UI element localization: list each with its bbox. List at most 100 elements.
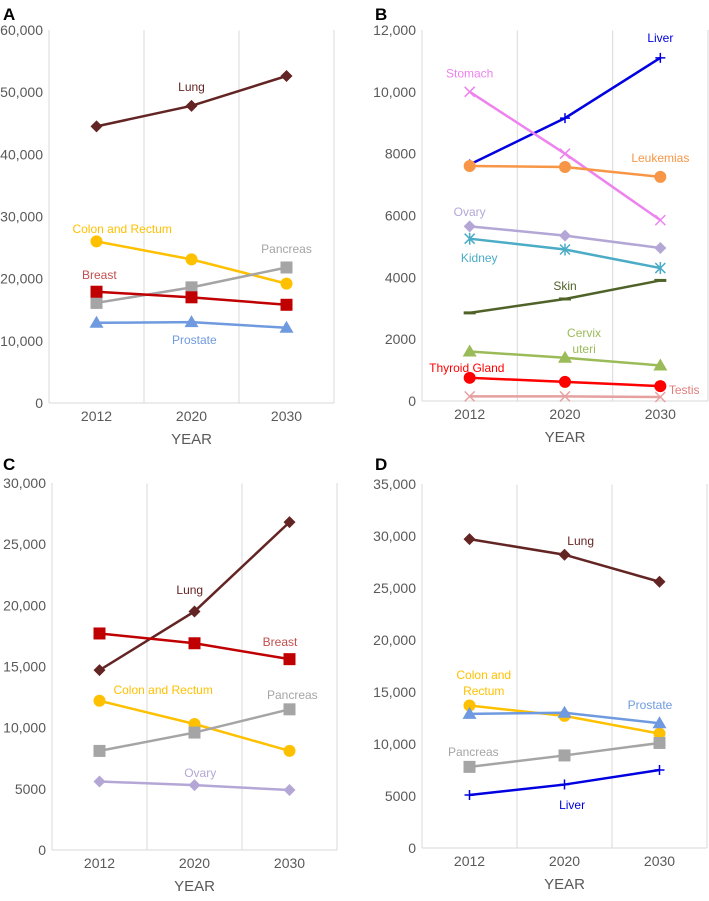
- y-tick-label: 50,000: [0, 84, 43, 100]
- series-breast-marker: [185, 291, 198, 304]
- series-breast-label: Breast: [263, 635, 298, 649]
- series-thyroid-gland-marker: [463, 371, 476, 384]
- series-kidney-label: Kidney: [461, 251, 498, 265]
- y-tick-label: 10,000: [0, 333, 43, 349]
- x-tick-label: 2012: [454, 853, 485, 869]
- series-prostate: Prostate: [462, 698, 673, 729]
- y-tick-label: 40,000: [0, 146, 43, 162]
- series-lung-marker: [185, 99, 198, 112]
- x-tick-label: 2020: [176, 408, 207, 424]
- y-tick-label: 20,000: [0, 271, 43, 287]
- series-colon-and-rectum: Colon and Rectum: [72, 222, 293, 290]
- series-lung-marker: [93, 664, 106, 677]
- y-tick-label: 5000: [15, 781, 46, 797]
- y-tick-label: 4000: [385, 269, 416, 285]
- y-tick-label: 6000: [385, 208, 416, 224]
- series-pancreas-label: Pancreas: [261, 242, 312, 256]
- series-breast-marker: [188, 637, 201, 650]
- series-cervix-uteri-marker: [462, 344, 477, 357]
- series-breast-marker: [93, 627, 106, 640]
- series-ovary-marker: [188, 779, 201, 792]
- x-axis-title: YEAR: [544, 876, 585, 893]
- panel-a: A 0 10,000 20,000 30,000 40,000 50,000 60,000 20…: [0, 5, 335, 448]
- y-tick-label: 30,000: [0, 209, 43, 225]
- y-tick-label: 0: [38, 842, 46, 858]
- series-liver-label: Liver: [559, 798, 585, 812]
- panel-d: D 0 5000 10,000 15,000 20,000 25,000 30,000 35,0…: [373, 455, 708, 893]
- series-lung-marker: [653, 575, 666, 588]
- series-breast: Breast: [93, 627, 298, 666]
- series-thyroid-gland: Thyroid Gland: [429, 361, 667, 393]
- y-tick-label: 30,000: [373, 528, 416, 544]
- series-lung-marker: [463, 533, 476, 546]
- y-tick-label: 5000: [385, 788, 416, 804]
- x-tick-label: 2020: [549, 853, 580, 869]
- series-lung-label: Lung: [567, 534, 594, 548]
- series-testis-label: Testis: [669, 383, 700, 397]
- y-tick-label: 25,000: [373, 580, 416, 596]
- series-lung-marker: [558, 548, 571, 561]
- series-pancreas: Pancreas: [448, 736, 666, 773]
- series-kidney-marker: [559, 243, 571, 256]
- y-tick-label: 20,000: [373, 632, 416, 648]
- series-liver: Liver: [464, 765, 665, 812]
- series-breast-label: Breast: [82, 268, 117, 282]
- series-pancreas-label: Pancreas: [448, 745, 499, 759]
- x-tick-label: 2020: [549, 406, 580, 422]
- series-breast-marker: [280, 298, 293, 311]
- series-prostate-marker: [89, 315, 104, 328]
- series-cervix-uteri-label: Cervix: [567, 326, 601, 340]
- series-prostate-label: Prostate: [172, 333, 217, 347]
- series-kidney-marker: [654, 262, 666, 275]
- x-tick-label: 2030: [274, 855, 305, 871]
- series-pancreas-marker: [653, 736, 666, 749]
- series-pancreas-marker: [90, 296, 103, 309]
- x-tick-label: 2030: [271, 408, 302, 424]
- series-colon-and-rectum-label: Colon and Rectum: [113, 683, 212, 697]
- series-colon-and-rectum-marker: [283, 744, 296, 757]
- series-colon-and-rectum-marker: [185, 253, 198, 266]
- series-colon-and-rectum-marker: [463, 699, 476, 712]
- series-liver-marker: [655, 52, 666, 63]
- panel-letter: D: [375, 455, 387, 474]
- series-liver-marker: [654, 765, 665, 775]
- series-breast: Breast: [82, 268, 293, 311]
- y-tick-label: 10,000: [373, 736, 416, 752]
- panel-b: B 0 2000 4000 6000 8000 10,000 12,000 2012 2020 20…: [373, 5, 709, 446]
- series-testis-marker: [654, 391, 666, 403]
- series-lung-marker: [280, 70, 293, 83]
- series-colon-and-rectum-marker: [653, 727, 666, 740]
- series-skin-label: Skin: [553, 279, 576, 293]
- y-tick-label: 25,000: [3, 536, 46, 552]
- x-tick-label: 2020: [179, 855, 210, 871]
- series-testis-marker: [464, 390, 476, 402]
- series-ovary-marker: [93, 775, 106, 788]
- series-liver-label: Liver: [647, 31, 673, 45]
- series-colon-and-rectum-label: Colon and: [456, 668, 511, 682]
- series-liver-marker: [559, 779, 570, 790]
- series-cervix-uteri: Cervix uteri: [462, 326, 668, 371]
- series-pancreas-marker: [93, 744, 106, 757]
- series-stomach-marker: [559, 148, 571, 160]
- series-prostate-marker: [462, 706, 477, 719]
- series-lung: Lung: [463, 533, 666, 588]
- y-tick-label: 0: [408, 393, 416, 409]
- y-tick-label: 12,000: [373, 22, 416, 38]
- series-ovary-label: Ovary: [454, 205, 486, 219]
- series-colon-and-rectum-label: Rectum: [463, 684, 504, 698]
- series-pancreas-marker: [558, 749, 571, 762]
- series-pancreas-marker: [185, 281, 198, 294]
- series-testis-marker: [559, 390, 571, 402]
- series-prostate-marker: [279, 320, 294, 333]
- x-tick-label: 2012: [81, 408, 112, 424]
- series-leukemias: Leukemias: [463, 151, 689, 183]
- series-pancreas-marker: [463, 760, 476, 773]
- series-kidney-marker: [464, 232, 476, 245]
- series-colon-and-rectum: Colon and Rectum: [456, 668, 666, 740]
- y-tick-label: 30,000: [3, 475, 46, 491]
- series-pancreas-marker: [280, 261, 293, 274]
- x-tick-label: 2030: [644, 853, 675, 869]
- x-axis-title: YEAR: [171, 431, 212, 448]
- series-kidney: Kidney: [461, 232, 666, 275]
- series-leukemias-label: Leukemias: [631, 151, 689, 165]
